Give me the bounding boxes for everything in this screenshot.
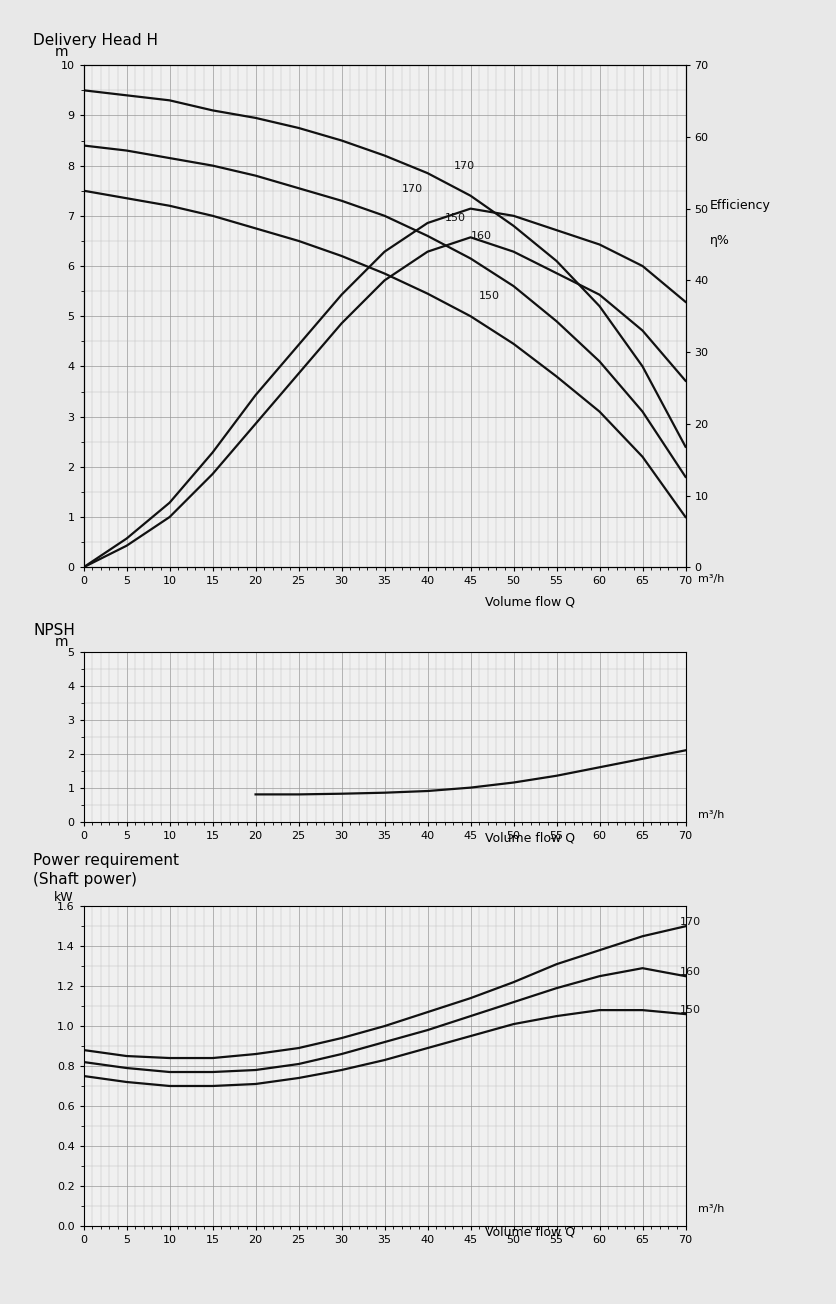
Text: kW: kW — [54, 891, 74, 904]
Text: m³/h: m³/h — [698, 1204, 725, 1214]
Text: 170: 170 — [680, 917, 701, 927]
Text: 160: 160 — [680, 968, 701, 977]
Text: Delivery Head H: Delivery Head H — [33, 33, 159, 48]
Text: 150: 150 — [680, 1005, 701, 1015]
Text: NPSH: NPSH — [33, 622, 75, 638]
Text: 160: 160 — [471, 231, 492, 241]
Text: m: m — [54, 635, 68, 649]
Text: Power requirement
(Shaft power): Power requirement (Shaft power) — [33, 853, 180, 887]
Text: Volume flow Q: Volume flow Q — [485, 1226, 575, 1239]
Text: 170: 170 — [402, 184, 423, 194]
Text: 170: 170 — [453, 160, 475, 171]
Text: 150: 150 — [445, 213, 466, 223]
Text: η%: η% — [710, 235, 730, 248]
Text: Efficiency: Efficiency — [710, 200, 771, 213]
Text: Volume flow Q: Volume flow Q — [485, 596, 575, 609]
Text: m³/h: m³/h — [698, 574, 725, 584]
Text: m³/h: m³/h — [698, 810, 725, 820]
Text: m: m — [54, 44, 68, 59]
Text: Volume flow Q: Volume flow Q — [485, 832, 575, 845]
Text: 150: 150 — [479, 291, 500, 301]
